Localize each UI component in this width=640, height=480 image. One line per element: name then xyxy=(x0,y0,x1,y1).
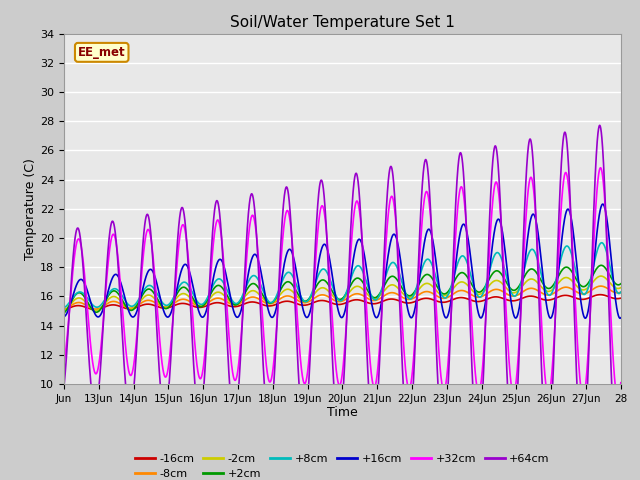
Line: -16cm: -16cm xyxy=(64,295,621,310)
-8cm xyxy=(606,287,614,293)
+32cm xyxy=(274,311,282,316)
-16cm xyxy=(274,301,282,307)
Line: -8cm: -8cm xyxy=(64,286,621,310)
-16cm xyxy=(124,306,131,312)
+64cm xyxy=(298,415,305,421)
+32cm xyxy=(157,347,164,352)
-8cm xyxy=(157,303,164,309)
+32cm xyxy=(606,297,614,303)
Line: -2cm: -2cm xyxy=(64,276,621,311)
+64cm xyxy=(546,432,554,438)
+8cm xyxy=(598,240,605,246)
+64cm xyxy=(124,400,131,406)
+2cm xyxy=(298,297,305,302)
+32cm xyxy=(546,388,554,394)
+64cm xyxy=(596,122,604,128)
+32cm xyxy=(60,360,68,366)
+2cm xyxy=(157,301,164,307)
+2cm xyxy=(597,263,605,268)
X-axis label: Time: Time xyxy=(327,407,358,420)
+16cm xyxy=(617,315,625,321)
-2cm xyxy=(617,285,625,290)
-2cm xyxy=(546,288,554,294)
+32cm xyxy=(617,380,625,385)
+32cm xyxy=(614,396,621,401)
+8cm xyxy=(298,295,305,300)
+32cm xyxy=(124,361,131,367)
+8cm xyxy=(274,290,282,296)
-8cm xyxy=(597,283,605,289)
-2cm xyxy=(124,305,131,311)
Line: +16cm: +16cm xyxy=(64,204,621,318)
Line: +32cm: +32cm xyxy=(64,168,621,398)
+32cm xyxy=(298,368,305,373)
Legend: -16cm, -8cm, -2cm, +2cm, +8cm, +16cm, +32cm, +64cm: -16cm, -8cm, -2cm, +2cm, +8cm, +16cm, +3… xyxy=(131,449,554,480)
+2cm xyxy=(60,310,68,316)
-8cm xyxy=(546,292,554,298)
+2cm xyxy=(606,273,614,278)
+16cm xyxy=(124,304,131,310)
-16cm xyxy=(60,307,68,313)
-16cm xyxy=(606,294,614,300)
+64cm xyxy=(613,454,621,459)
+64cm xyxy=(157,385,164,391)
-8cm xyxy=(124,305,131,311)
-2cm xyxy=(606,280,614,286)
+16cm xyxy=(616,315,624,321)
+8cm xyxy=(124,301,131,307)
-8cm xyxy=(298,300,305,305)
+64cm xyxy=(60,384,68,389)
-8cm xyxy=(617,289,625,295)
+64cm xyxy=(617,417,625,423)
+2cm xyxy=(124,305,131,311)
+64cm xyxy=(606,336,614,342)
+16cm xyxy=(606,244,614,250)
Line: +2cm: +2cm xyxy=(64,265,621,313)
-8cm xyxy=(274,298,282,303)
-2cm xyxy=(597,273,605,279)
-16cm xyxy=(298,302,305,308)
+8cm xyxy=(60,305,68,311)
+16cm xyxy=(298,300,305,306)
Line: +64cm: +64cm xyxy=(64,125,621,456)
-2cm xyxy=(60,308,68,314)
-2cm xyxy=(298,298,305,303)
+32cm xyxy=(596,165,604,171)
-16cm xyxy=(546,297,554,303)
-2cm xyxy=(157,302,164,308)
-8cm xyxy=(60,307,68,312)
+16cm xyxy=(60,314,68,320)
+8cm xyxy=(157,297,164,303)
-16cm xyxy=(596,292,604,298)
+8cm xyxy=(617,289,625,295)
-2cm xyxy=(274,295,282,300)
Title: Soil/Water Temperature Set 1: Soil/Water Temperature Set 1 xyxy=(230,15,455,30)
+8cm xyxy=(546,292,554,298)
-16cm xyxy=(617,295,625,301)
+16cm xyxy=(599,201,607,207)
Text: EE_met: EE_met xyxy=(78,46,125,59)
+2cm xyxy=(274,293,282,299)
-16cm xyxy=(157,305,164,311)
+16cm xyxy=(546,315,554,321)
Line: +8cm: +8cm xyxy=(64,243,621,308)
+64cm xyxy=(274,309,282,315)
+8cm xyxy=(606,264,614,270)
Y-axis label: Temperature (C): Temperature (C) xyxy=(24,158,37,260)
+2cm xyxy=(617,281,625,287)
+2cm xyxy=(546,286,554,291)
+16cm xyxy=(274,300,282,306)
+16cm xyxy=(157,297,164,302)
